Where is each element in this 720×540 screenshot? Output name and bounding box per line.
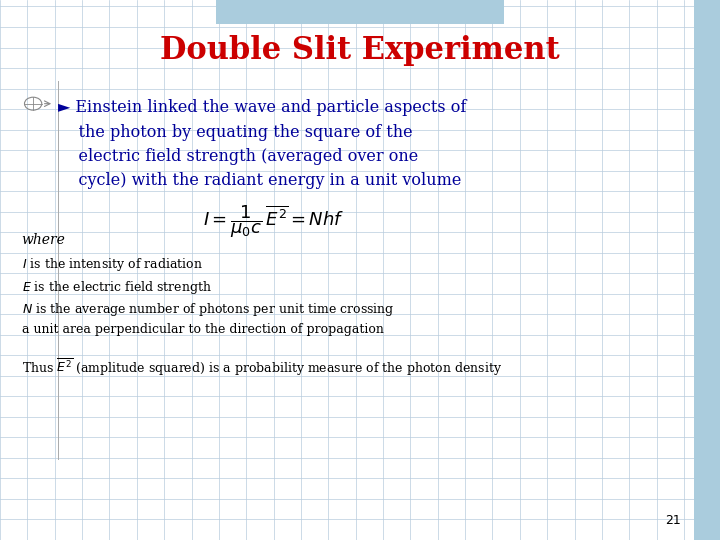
Text: a unit area perpendicular to the direction of propagation: a unit area perpendicular to the directi… — [22, 323, 384, 336]
Text: Thus $\overline{E^2}$ (amplitude squared) is a probability measure of the photon: Thus $\overline{E^2}$ (amplitude squared… — [22, 356, 502, 378]
Text: $N$ is the average number of photons per unit time crossing: $N$ is the average number of photons per… — [22, 301, 395, 319]
Text: electric field strength (averaged over one: electric field strength (averaged over o… — [58, 148, 418, 165]
Text: $I$ is the intensity of radiation: $I$ is the intensity of radiation — [22, 256, 202, 273]
FancyBboxPatch shape — [216, 0, 504, 24]
Text: Double Slit Experiment: Double Slit Experiment — [160, 35, 560, 66]
Text: 21: 21 — [665, 514, 680, 526]
Text: where: where — [22, 233, 66, 247]
FancyBboxPatch shape — [694, 0, 720, 540]
Text: $E$ is the electric field strength: $E$ is the electric field strength — [22, 279, 212, 296]
Text: $I = \dfrac{1}{\mu_0 c}\,\overline{E^2} = Nhf$: $I = \dfrac{1}{\mu_0 c}\,\overline{E^2} … — [203, 203, 344, 240]
Text: cycle) with the radiant energy in a unit volume: cycle) with the radiant energy in a unit… — [58, 172, 461, 190]
Text: the photon by equating the square of the: the photon by equating the square of the — [58, 124, 413, 141]
Text: ► Einstein linked the wave and particle aspects of: ► Einstein linked the wave and particle … — [58, 99, 466, 117]
